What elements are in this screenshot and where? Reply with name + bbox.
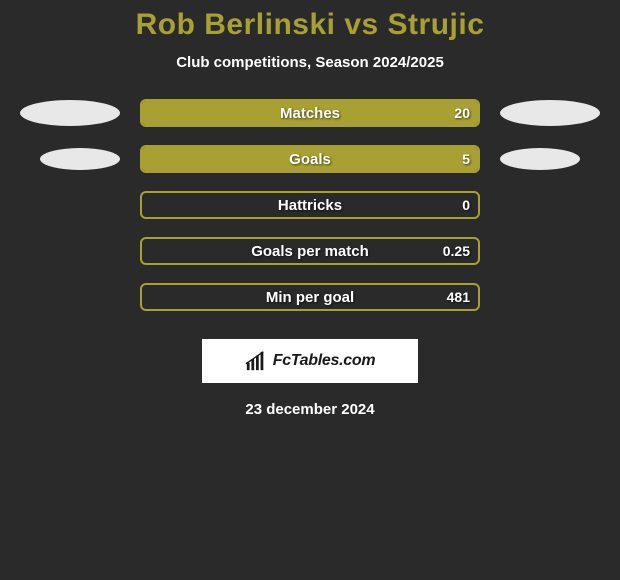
bar-label: Min per goal	[142, 285, 478, 309]
logo-text: FcTables.com	[273, 352, 376, 370]
left-oval	[20, 100, 120, 126]
bar-label: Goals per match	[142, 239, 478, 263]
right-oval	[500, 100, 600, 126]
stats-comparison: Rob Berlinski vs Strujic Club competitio…	[0, 0, 620, 418]
stat-row: Matches20	[0, 99, 620, 127]
stat-row: Hattricks0	[0, 191, 620, 219]
page-title: Rob Berlinski vs Strujic	[0, 8, 620, 42]
logo-box: FcTables.com	[202, 339, 418, 383]
stat-row: Goals5	[0, 145, 620, 173]
bar-fill	[142, 147, 478, 171]
spacer	[500, 238, 600, 264]
right-oval	[500, 148, 580, 170]
date-text: 23 december 2024	[0, 401, 620, 418]
left-oval	[40, 148, 120, 170]
stats-rows: Matches20 Goals5 Hattricks0 Goals per match…	[0, 99, 620, 311]
bar-chart-icon	[245, 350, 267, 372]
bar-value: 0	[462, 193, 470, 217]
spacer	[20, 192, 120, 218]
spacer	[20, 284, 120, 310]
bar-label: Hattricks	[142, 193, 478, 217]
stat-row: Min per goal481	[0, 283, 620, 311]
stat-bar: Hattricks0	[140, 191, 480, 219]
spacer	[500, 284, 600, 310]
stat-bar: Goals per match0.25	[140, 237, 480, 265]
page-subtitle: Club competitions, Season 2024/2025	[0, 54, 620, 71]
bar-value: 481	[447, 285, 470, 309]
stat-row: Goals per match0.25	[0, 237, 620, 265]
bar-fill	[142, 101, 478, 125]
stat-bar: Goals5	[140, 145, 480, 173]
spacer	[500, 192, 600, 218]
spacer	[20, 238, 120, 264]
stat-bar: Matches20	[140, 99, 480, 127]
stat-bar: Min per goal481	[140, 283, 480, 311]
bar-value: 0.25	[443, 239, 470, 263]
